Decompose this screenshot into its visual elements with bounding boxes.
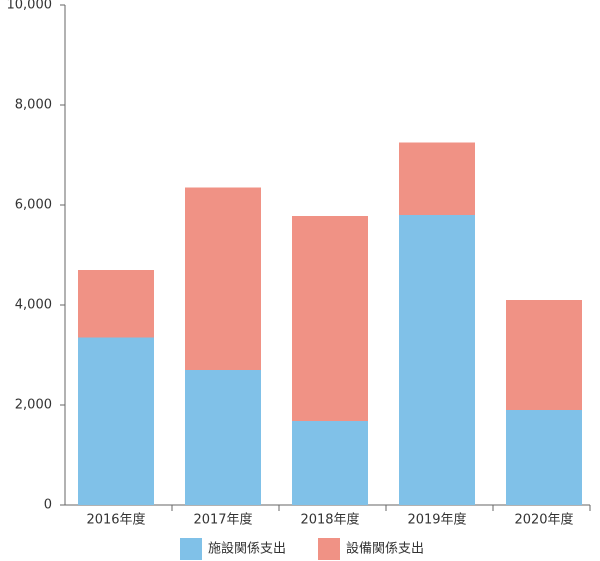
y-tick-label: 2,000	[15, 398, 52, 413]
legend-label: 設備関係支出	[346, 541, 424, 557]
x-tick-label: 2020年度	[514, 512, 573, 528]
bar-segment	[185, 370, 261, 505]
bar-segment	[78, 270, 154, 338]
x-tick-label: 2016年度	[86, 512, 145, 528]
x-tick-label: 2019年度	[407, 512, 466, 528]
bar-segment	[78, 337, 154, 505]
y-tick-label: 10,000	[7, 0, 53, 13]
bar-segment	[399, 142, 475, 215]
y-tick-label: 4,000	[15, 298, 52, 313]
legend-label: 施設関係支出	[208, 541, 286, 557]
bar-segment	[185, 187, 261, 370]
bar-segment	[292, 216, 368, 421]
bar-segment	[506, 410, 582, 505]
y-tick-label: 0	[44, 498, 52, 513]
legend-swatch	[318, 538, 340, 560]
y-tick-label: 8,000	[15, 98, 52, 113]
bar-segment	[399, 215, 475, 505]
x-tick-label: 2017年度	[193, 512, 252, 528]
bar-segment	[292, 421, 368, 505]
legend-swatch	[180, 538, 202, 560]
x-tick-label: 2018年度	[300, 512, 359, 528]
y-tick-label: 6,000	[15, 198, 52, 213]
bar-segment	[506, 300, 582, 410]
